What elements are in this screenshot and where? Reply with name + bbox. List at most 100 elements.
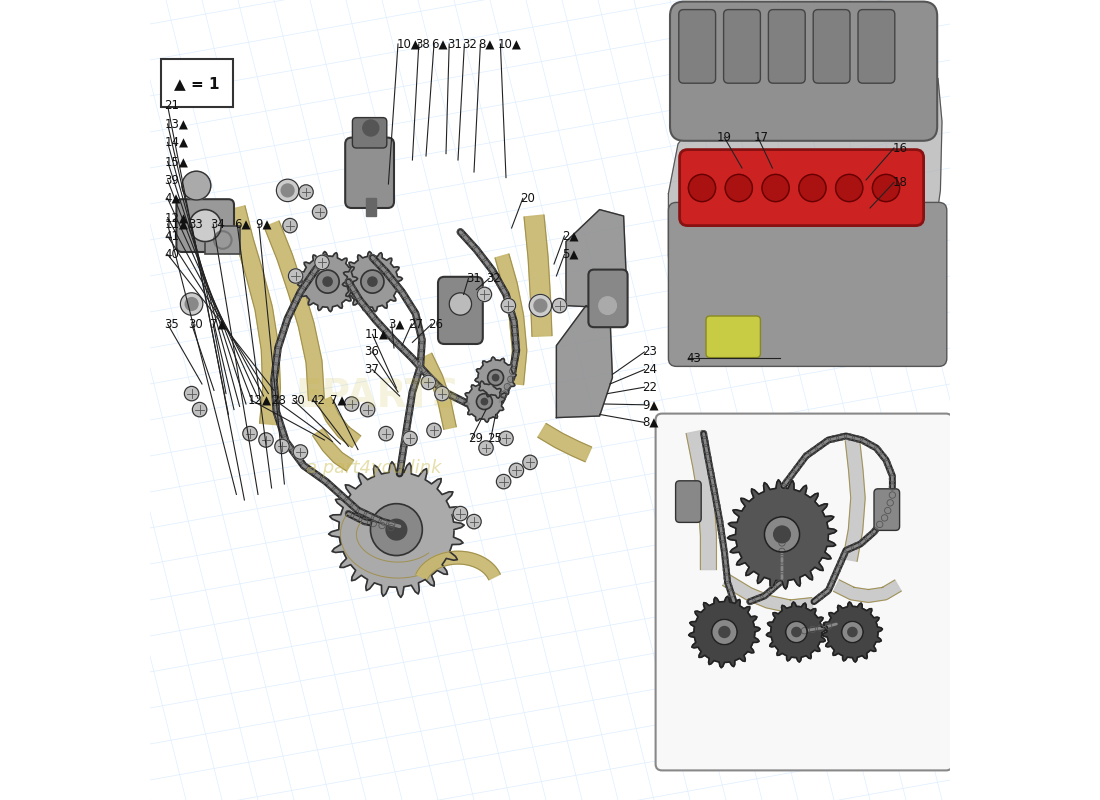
Circle shape <box>243 426 257 441</box>
Circle shape <box>598 297 616 314</box>
Circle shape <box>498 431 514 446</box>
Circle shape <box>509 463 524 478</box>
Circle shape <box>367 277 377 286</box>
Text: 4▲: 4▲ <box>164 192 180 205</box>
Circle shape <box>421 375 436 390</box>
Circle shape <box>522 455 537 470</box>
Text: 18: 18 <box>892 176 907 189</box>
Polygon shape <box>823 602 882 662</box>
Text: 33: 33 <box>188 218 204 230</box>
Polygon shape <box>834 580 901 602</box>
Polygon shape <box>318 397 361 447</box>
Circle shape <box>288 269 302 283</box>
Text: 7▲: 7▲ <box>330 394 346 406</box>
FancyBboxPatch shape <box>679 10 716 83</box>
Polygon shape <box>669 62 942 358</box>
Polygon shape <box>727 480 837 589</box>
Circle shape <box>481 398 487 405</box>
Circle shape <box>689 174 716 202</box>
Circle shape <box>258 433 273 447</box>
Text: 8▲: 8▲ <box>478 38 494 50</box>
FancyBboxPatch shape <box>162 59 233 107</box>
Polygon shape <box>342 251 403 312</box>
Bar <box>366 198 375 216</box>
Polygon shape <box>495 254 527 385</box>
FancyBboxPatch shape <box>656 414 953 770</box>
Text: 7▲: 7▲ <box>210 318 227 330</box>
Circle shape <box>434 386 449 401</box>
Text: 38: 38 <box>416 38 430 50</box>
Circle shape <box>316 270 339 293</box>
Text: 5▲: 5▲ <box>562 248 579 261</box>
Polygon shape <box>566 210 626 308</box>
Text: 17: 17 <box>754 131 769 144</box>
Circle shape <box>764 517 800 552</box>
Text: 10▲: 10▲ <box>396 38 420 50</box>
Circle shape <box>323 277 332 286</box>
Text: 9▲: 9▲ <box>255 218 272 230</box>
Text: a part4you.link: a part4you.link <box>306 459 442 477</box>
Polygon shape <box>420 354 456 430</box>
Text: 31: 31 <box>447 38 462 50</box>
Circle shape <box>478 441 493 455</box>
Text: 31: 31 <box>466 272 481 285</box>
Circle shape <box>282 184 294 197</box>
Polygon shape <box>689 596 760 668</box>
Circle shape <box>496 474 510 489</box>
Polygon shape <box>228 206 280 425</box>
Text: 23: 23 <box>642 346 657 358</box>
Text: 13▲: 13▲ <box>164 118 188 130</box>
Circle shape <box>476 394 493 410</box>
Text: 21: 21 <box>164 99 179 112</box>
Polygon shape <box>340 514 438 578</box>
FancyBboxPatch shape <box>345 138 394 208</box>
Polygon shape <box>312 429 353 471</box>
Text: EPARTS: EPARTS <box>296 377 460 415</box>
Circle shape <box>552 298 567 313</box>
Text: 11▲: 11▲ <box>164 218 188 230</box>
Text: 22: 22 <box>642 381 657 394</box>
Text: 43: 43 <box>686 352 701 365</box>
Text: 12▲: 12▲ <box>164 211 188 224</box>
Circle shape <box>762 174 789 202</box>
Circle shape <box>299 185 314 199</box>
Circle shape <box>283 218 297 233</box>
Text: 16: 16 <box>892 142 907 154</box>
Circle shape <box>427 423 441 438</box>
Text: 19: 19 <box>716 131 732 144</box>
Text: 39: 39 <box>164 174 179 186</box>
Polygon shape <box>329 462 464 598</box>
Polygon shape <box>767 602 826 662</box>
Text: 28: 28 <box>272 394 286 406</box>
Circle shape <box>312 205 327 219</box>
Circle shape <box>534 299 547 312</box>
Circle shape <box>315 255 329 270</box>
Circle shape <box>275 439 289 454</box>
Circle shape <box>403 431 417 446</box>
FancyBboxPatch shape <box>680 150 924 226</box>
Circle shape <box>386 519 407 540</box>
Text: 6▲: 6▲ <box>234 218 251 230</box>
Circle shape <box>719 626 730 638</box>
Polygon shape <box>297 251 358 312</box>
Circle shape <box>477 287 492 302</box>
Polygon shape <box>524 215 552 336</box>
Circle shape <box>276 179 299 202</box>
Circle shape <box>185 298 198 310</box>
Circle shape <box>294 445 308 459</box>
Text: 2▲: 2▲ <box>562 230 579 242</box>
Circle shape <box>180 293 202 315</box>
Circle shape <box>872 174 900 202</box>
Circle shape <box>453 506 468 521</box>
FancyBboxPatch shape <box>206 226 241 254</box>
Text: 40: 40 <box>164 248 179 261</box>
Circle shape <box>189 210 221 242</box>
Text: 34: 34 <box>210 218 224 230</box>
FancyBboxPatch shape <box>670 2 937 141</box>
Circle shape <box>192 402 207 417</box>
Text: 35: 35 <box>164 318 179 330</box>
Text: 26: 26 <box>428 318 443 330</box>
Text: 29: 29 <box>469 432 483 445</box>
FancyBboxPatch shape <box>675 481 701 522</box>
Circle shape <box>848 627 857 637</box>
